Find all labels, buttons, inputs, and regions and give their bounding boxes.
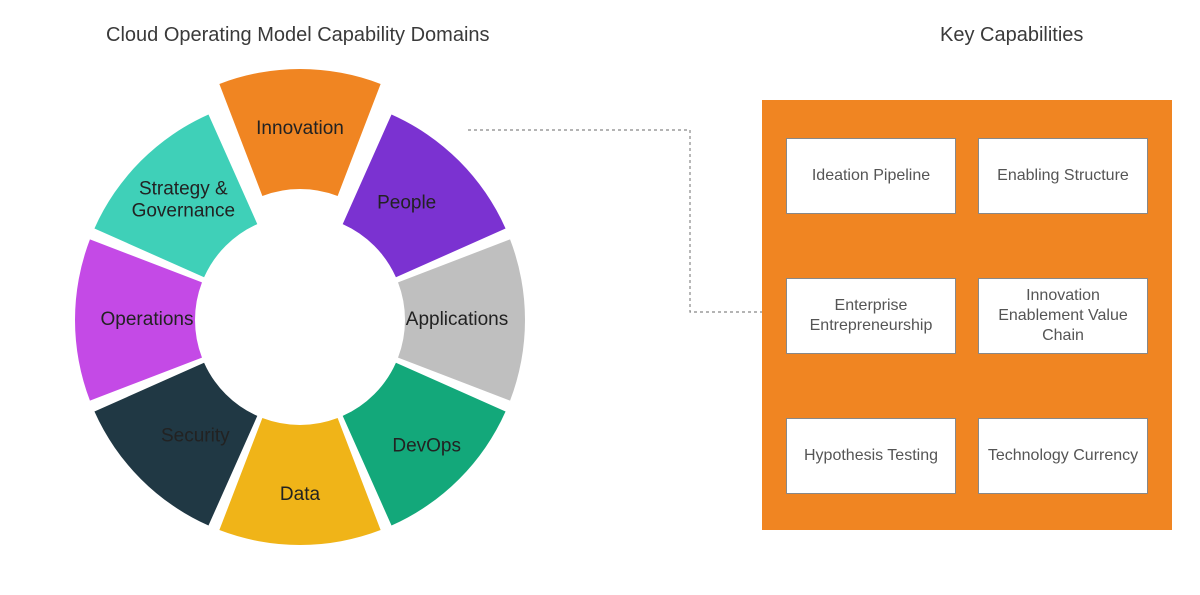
capability-box: Technology Currency — [978, 418, 1148, 494]
donut-label-innovation: Innovation — [256, 118, 344, 139]
donut-label-strategy: Strategy &Governance — [132, 178, 236, 221]
donut-label-security: Security — [161, 426, 230, 447]
donut-label-people: People — [377, 192, 436, 213]
capability-box: Enterprise Entrepreneurship — [786, 278, 956, 354]
left-title: Cloud Operating Model Capability Domains — [106, 24, 490, 47]
capabilities-panel: Ideation Pipeline Enabling Structure Enter… — [762, 100, 1172, 530]
capability-box: Hypothesis Testing — [786, 418, 956, 494]
donut-chart: Innovation People Applications DevOps Data Se… — [39, 59, 561, 581]
capability-box: Enabling Structure — [978, 138, 1148, 214]
right-title: Key Capabilities — [940, 24, 1083, 47]
capability-box: Ideation Pipeline — [786, 138, 956, 214]
donut-label-operations: Operations — [101, 309, 194, 330]
capability-box: Innovation Enablement Value Chain — [978, 278, 1148, 354]
donut-label-data: Data — [280, 484, 321, 505]
donut-label-applications: Applications — [406, 309, 508, 330]
donut-label-devops: DevOps — [392, 436, 461, 457]
